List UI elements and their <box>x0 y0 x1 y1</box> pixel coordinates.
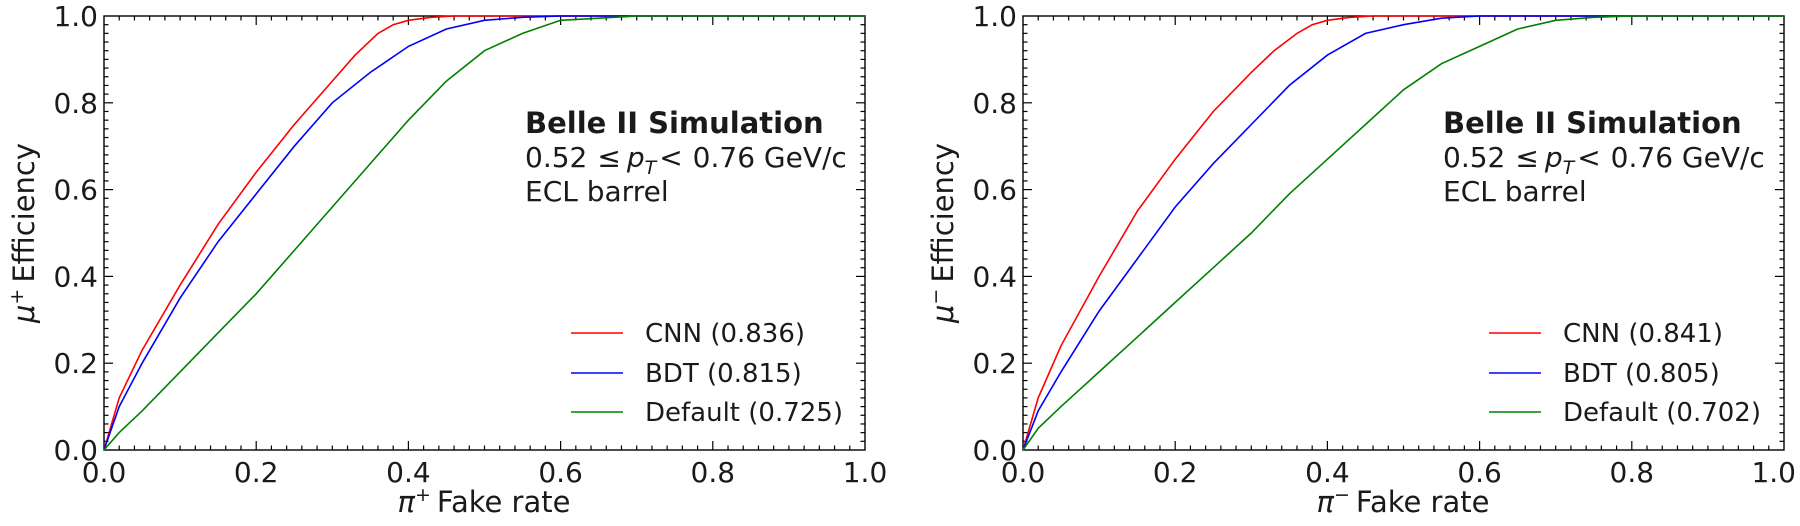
right-y-axis-label: μ−Efficiency <box>925 143 960 324</box>
y-tick-label: 0.2 <box>972 347 1017 380</box>
x-tick-label: 0.8 <box>1610 456 1655 489</box>
left-y-tick-labels: 0.0 0.2 0.4 0.6 0.8 1.0 <box>53 0 98 467</box>
left-series-lines <box>103 15 865 451</box>
series-line-default <box>1022 15 1784 451</box>
y-tick-label: 0.4 <box>53 260 98 293</box>
series-line-bdt <box>103 15 865 451</box>
series-line-bdt <box>1022 15 1784 451</box>
right-panel: 0.0 0.2 0.4 0.6 0.8 1.0 0.0 0.2 0.4 0.6 … <box>925 0 1796 519</box>
annotation-region: ECL barrel <box>1443 175 1587 208</box>
legend-label-cnn: CNN (0.841) <box>1563 319 1723 349</box>
y-tick-label: 1.0 <box>53 0 98 33</box>
x-tick-label: 1.0 <box>1751 456 1796 489</box>
annotation-pt-range: 0.52 ≤ pT <0.76 GeV/c <box>525 141 847 179</box>
x-tick-label: 0.2 <box>1153 456 1198 489</box>
legend-label-cnn: CNN (0.836) <box>645 319 805 349</box>
y-tick-label: 0.8 <box>53 87 98 120</box>
left-y-axis-label: μ+Efficiency <box>6 143 41 324</box>
series-line-cnn <box>103 15 865 451</box>
y-tick-label: 0.0 <box>972 434 1017 467</box>
legend-label-bdt: BDT (0.815) <box>645 359 802 389</box>
right-x-tick-labels: 0.0 0.2 0.4 0.6 0.8 1.0 <box>1001 456 1796 489</box>
right-tick-marks <box>1023 16 1784 450</box>
right-series-lines <box>1022 15 1784 451</box>
y-tick-label: 0.0 <box>53 434 98 467</box>
x-tick-label: 0.8 <box>691 456 736 489</box>
x-tick-label: 0.4 <box>386 456 431 489</box>
x-tick-label: 0.0 <box>82 456 127 489</box>
annotation-title: Belle II Simulation <box>1443 106 1742 140</box>
annotation-pt-range: 0.52 ≤ pT <0.76 GeV/c <box>1443 141 1765 179</box>
x-tick-label: 0.2 <box>234 456 279 489</box>
legend-label-default: Default (0.725) <box>645 398 843 428</box>
x-tick-label: 0.6 <box>1457 456 1502 489</box>
series-line-default <box>103 15 865 451</box>
right-y-tick-labels: 0.0 0.2 0.4 0.6 0.8 1.0 <box>972 0 1017 467</box>
x-tick-label: 0.0 <box>1001 456 1046 489</box>
y-tick-label: 0.2 <box>53 347 98 380</box>
annotation-region: ECL barrel <box>525 175 669 208</box>
left-panel: 0.0 0.2 0.4 0.6 0.8 1.0 0.0 0.2 0.4 0.6 … <box>6 0 887 519</box>
series-line-cnn <box>1022 15 1784 451</box>
left-annotation: Belle II Simulation 0.52 ≤ pT <0.76 GeV/c E… <box>525 106 847 208</box>
legend-label-bdt: BDT (0.805) <box>1563 359 1720 389</box>
y-tick-label: 1.0 <box>972 0 1017 33</box>
left-legend: CNN (0.836) BDT (0.815) Default (0.725) <box>571 319 843 428</box>
right-x-axis-label: π− Fake rate <box>1317 484 1490 519</box>
left-x-axis-label: π+ Fake rate <box>398 484 571 519</box>
right-annotation: Belle II Simulation 0.52 ≤ pT <0.76 GeV/c E… <box>1443 106 1765 208</box>
y-tick-label: 0.8 <box>972 87 1017 120</box>
x-tick-label: 0.6 <box>538 456 583 489</box>
annotation-title: Belle II Simulation <box>525 106 824 140</box>
y-tick-label: 0.6 <box>53 174 98 207</box>
legend-label-default: Default (0.702) <box>1563 398 1761 428</box>
x-tick-label: 1.0 <box>843 456 888 489</box>
y-tick-label: 0.4 <box>972 260 1017 293</box>
y-tick-label: 0.6 <box>972 174 1017 207</box>
right-legend: CNN (0.841) BDT (0.805) Default (0.702) <box>1489 319 1761 428</box>
x-tick-label: 0.4 <box>1305 456 1350 489</box>
left-x-tick-labels: 0.0 0.2 0.4 0.6 0.8 1.0 <box>82 456 888 489</box>
